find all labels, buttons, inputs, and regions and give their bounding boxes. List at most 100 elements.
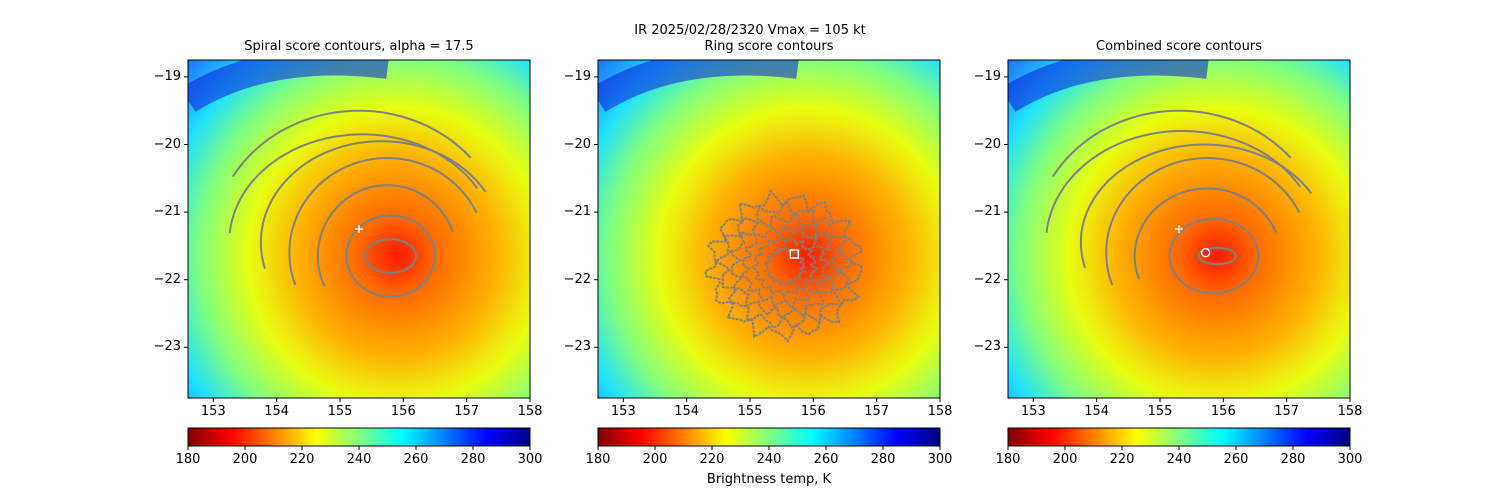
ring-contour	[713, 200, 855, 329]
colorbar-tick-label: 300	[927, 452, 953, 467]
y-tick-label: −20	[973, 136, 1001, 152]
x-tick-label: 155	[327, 404, 353, 419]
panel-title-combined: Combined score contours	[1096, 39, 1262, 54]
ring-contour	[739, 224, 831, 309]
x-tick-label: 156	[800, 404, 826, 419]
colorbar-tick-label: 280	[1280, 452, 1306, 467]
y-tick-label: −23	[563, 339, 591, 355]
colorbar-gradient	[598, 428, 940, 446]
panel-title-ring: Ring score contours	[704, 39, 834, 54]
score-contour	[1105, 156, 1301, 286]
x-tick-label: 157	[864, 404, 890, 419]
y-tick-label: −23	[973, 339, 1001, 355]
score-contour	[228, 133, 479, 234]
colorbar-tick-label: 220	[289, 452, 315, 467]
colorbar-gradient	[1008, 428, 1350, 446]
x-tick-label: 157	[1274, 404, 1300, 419]
x-tick-label: 153	[610, 404, 636, 419]
cloud-band	[598, 60, 799, 112]
colorbar-tick-label: 280	[460, 452, 486, 467]
colorbar-gradient	[188, 428, 530, 446]
score-contour	[288, 156, 478, 286]
y-tick-label: −21	[973, 204, 1001, 220]
panel-spiral	[184, 59, 531, 402]
colorbar-tick-label: 200	[1052, 452, 1078, 467]
y-tick-label: −19	[563, 68, 591, 84]
score-contour	[1045, 130, 1301, 233]
y-tick-label: −22	[563, 271, 591, 287]
score-contour	[1079, 143, 1313, 269]
colorbar-tick-label: 180	[585, 452, 611, 467]
colorbar-tick-label: 240	[1166, 452, 1192, 467]
score-contour	[316, 184, 454, 287]
y-tick-label: −19	[973, 68, 1001, 84]
x-tick-label: 153	[200, 404, 226, 419]
colorbar-tick-label: 260	[813, 452, 839, 467]
colorbar-label: Brightness temp, K	[706, 472, 832, 487]
colorbar-tick-label: 180	[995, 452, 1021, 467]
combined-center-marker	[1200, 247, 1211, 258]
score-contour	[259, 140, 487, 270]
panel-title-spiral: Spiral score contours, alpha = 17.5	[244, 39, 474, 54]
score-contour	[1051, 109, 1292, 178]
ring-contour	[728, 213, 844, 318]
x-tick-label: 157	[454, 404, 480, 419]
colorbar-tick-label: 280	[870, 452, 896, 467]
y-tick-label: −22	[973, 271, 1001, 287]
ring-center-marker	[789, 249, 800, 259]
cloud-band	[188, 60, 389, 112]
first-guess-marker	[1175, 225, 1183, 233]
colorbar-tick-label: 200	[642, 452, 668, 467]
x-tick-label: 158	[1337, 404, 1363, 419]
y-tick-label: −21	[563, 204, 591, 220]
colorbar-tick-label: 240	[346, 452, 372, 467]
colorbar-tick-label: 220	[1109, 452, 1135, 467]
x-tick-label: 156	[390, 404, 416, 419]
panel-ring	[594, 59, 941, 402]
x-tick-label: 158	[927, 404, 953, 419]
y-tick-label: −21	[153, 204, 181, 220]
x-tick-label: 158	[517, 404, 543, 419]
colorbar-tick-label: 260	[403, 452, 429, 467]
score-contour	[231, 109, 472, 178]
x-tick-label: 154	[1084, 404, 1110, 419]
colorbar-tick-label: 300	[517, 452, 543, 467]
y-tick-label: −22	[153, 271, 181, 287]
score-contour	[345, 214, 437, 298]
y-tick-label: −19	[153, 68, 181, 84]
score-contour	[1133, 187, 1277, 280]
colorbar-tick-label: 240	[756, 452, 782, 467]
contour-layer	[1008, 60, 1313, 295]
x-tick-label: 154	[264, 404, 290, 419]
x-tick-label: 153	[1020, 404, 1046, 419]
colorbar-tick-label: 260	[1223, 452, 1249, 467]
colorbar-tick-label: 180	[175, 452, 201, 467]
colorbar-spiral	[187, 427, 531, 450]
axes-frame	[1007, 59, 1351, 399]
x-tick-label: 155	[1147, 404, 1173, 419]
contour-layer	[598, 60, 864, 343]
score-contour	[364, 238, 418, 274]
colorbar-ring	[597, 427, 941, 450]
y-tick-label: −20	[153, 136, 181, 152]
ring-contour	[751, 235, 819, 299]
colorbar-tick-label: 300	[1337, 452, 1363, 467]
y-tick-label: −20	[563, 136, 591, 152]
axes-frame	[187, 59, 531, 399]
first-guess-marker	[355, 225, 363, 233]
brightness-temp-image	[598, 60, 940, 398]
colorbar-tick-label: 220	[699, 452, 725, 467]
ring-contour	[762, 246, 807, 286]
colorbar-combined	[1007, 427, 1351, 450]
figure-suptitle: IR 2025/02/28/2320 Vmax = 105 kt	[634, 23, 866, 38]
panel-combined	[1004, 59, 1351, 402]
x-tick-label: 156	[1210, 404, 1236, 419]
x-tick-label: 154	[674, 404, 700, 419]
x-tick-label: 155	[737, 404, 763, 419]
y-tick-label: −23	[153, 339, 181, 355]
colorbar-tick-label: 200	[232, 452, 258, 467]
score-contour	[1168, 217, 1260, 295]
cloud-band	[1008, 60, 1209, 112]
axes-frame	[597, 59, 941, 399]
